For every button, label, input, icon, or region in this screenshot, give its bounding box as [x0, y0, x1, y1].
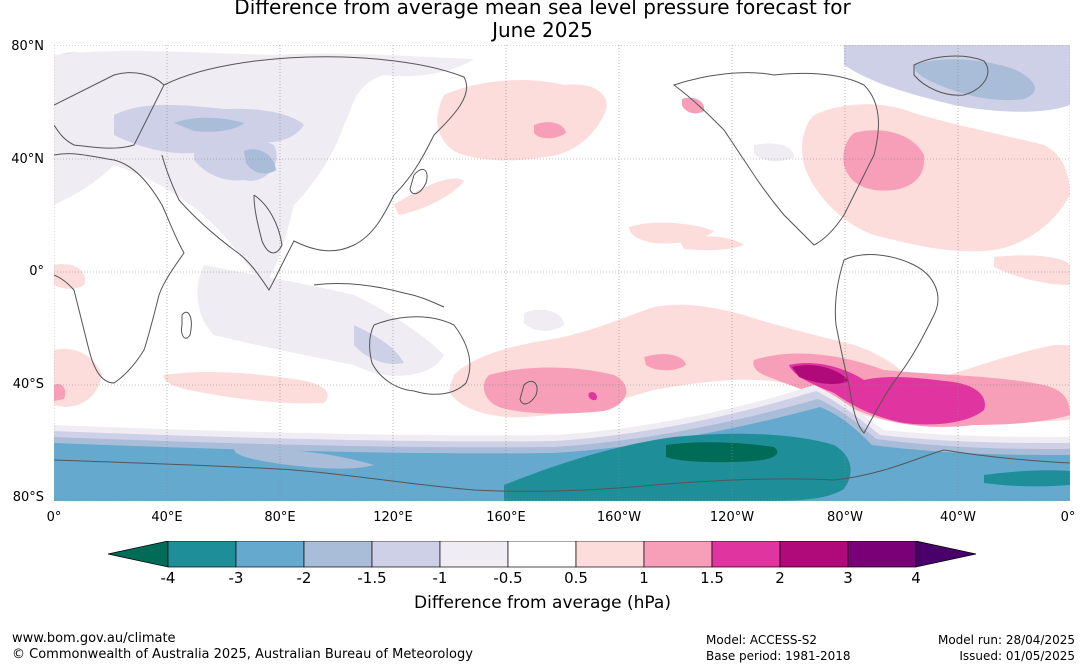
- anomaly-pos-west-africa: [54, 264, 85, 289]
- lat-label-40n: 40°N: [11, 152, 44, 167]
- colorbar-seg-neg3: [167, 541, 237, 568]
- footer-copyright: © Commonwealth of Australia 2025, Austra…: [12, 647, 473, 662]
- anomaly-pos-tropical-pacific-2: [679, 236, 744, 251]
- lat-label-80n: 80°N: [11, 39, 44, 54]
- lon-label-0-left: 0°: [46, 510, 62, 525]
- lon-label-0-right: 0°: [1060, 510, 1076, 525]
- colorbar-seg-pos3: [847, 541, 917, 568]
- footer-issued: Issued: 01/05/2025: [959, 649, 1075, 663]
- title-line-2: June 2025: [492, 18, 593, 42]
- lat-label-80s: 80°S: [12, 490, 44, 505]
- coast-japan: [409, 168, 428, 195]
- lon-label-40e: 40°E: [151, 510, 183, 525]
- coast-europe: [54, 72, 165, 149]
- anomaly-pos1-south-africa: [54, 383, 66, 401]
- colorbar: [108, 541, 977, 568]
- lon-label-80w: 80°W: [827, 510, 863, 525]
- colorbar-tick-pos15: 1.5: [700, 569, 724, 587]
- coast-new-zealand: [519, 380, 538, 405]
- colorbar-title: Difference from average (hPa): [414, 593, 671, 613]
- anomaly-pos-japan: [394, 178, 464, 215]
- anomaly-pos2-south-america: [792, 364, 849, 384]
- anomaly-pos-alaska-small: [682, 97, 705, 114]
- footer-model-run: Model run: 28/04/2025: [937, 633, 1075, 647]
- colorbar-tick-neg2: -2: [296, 569, 312, 587]
- coast-antarctica: [54, 449, 1070, 492]
- colorbar-tick-pos3: 3: [843, 569, 853, 587]
- coast-indonesia: [313, 282, 445, 308]
- anomaly-pos15-nz-dot: [588, 392, 597, 401]
- anomaly-pos-south-indian: [54, 348, 102, 407]
- lon-label-120e: 120°E: [373, 510, 413, 525]
- footer-url[interactable]: www.bom.gov.au/climate: [12, 631, 176, 646]
- coast-north-america: [672, 72, 879, 246]
- coastlines: [54, 55, 1070, 492]
- colorbar-tick-pos2: 2: [775, 569, 785, 587]
- anomaly-neg15-asia: [174, 117, 244, 132]
- colorbar-seg-neg15: [303, 541, 373, 568]
- colorbar-tick-neg4: -4: [160, 569, 176, 587]
- lon-label-40w: 40°W: [940, 510, 976, 525]
- anomaly-neg-australia-n: [354, 325, 404, 364]
- colorbar-seg-neg05: [439, 541, 509, 568]
- colorbar-tick-neg15: -1.5: [357, 569, 387, 587]
- colorbar-tick-neg05: -0.5: [493, 569, 523, 587]
- map-svg: [54, 45, 1070, 501]
- coast-india: [253, 194, 283, 254]
- colorbar-seg-pos05: [575, 541, 645, 568]
- anomaly-pos-south-indian-2: [163, 372, 328, 404]
- anomaly-pos-north-pacific: [437, 80, 607, 161]
- coast-madagascar: [181, 311, 192, 339]
- anomaly-pos1-nz: [483, 367, 627, 414]
- colorbar-tick-pos4: 4: [911, 569, 921, 587]
- anomaly-neg15-asia-b: [244, 149, 276, 174]
- colorbar-neg4-arrow: [108, 541, 169, 568]
- coast-asia: [161, 56, 468, 291]
- anomaly-neg-pacific-small: [524, 309, 564, 331]
- coast-south-america: [834, 254, 939, 434]
- colorbar-seg-neg2: [235, 541, 305, 568]
- anomaly-neg4-antarctic: [666, 442, 778, 463]
- anomaly-neg3-weddell: [984, 470, 1070, 487]
- anomaly-neg15-greenland: [914, 59, 1035, 101]
- coast-greenland: [913, 55, 989, 96]
- map-gridlines: [54, 45, 1070, 501]
- lat-label-0: 0°: [29, 264, 44, 279]
- title-line-1: Difference from average mean sea level p…: [234, 0, 851, 19]
- colorbar-pos4-arrow: [915, 541, 977, 568]
- anomaly-pos1-south-pacific-2: [644, 354, 686, 371]
- colorbar-tick-pos05: 0.5: [564, 569, 588, 587]
- colorbar-tick-neg3: -3: [228, 569, 244, 587]
- footer-model: Model: ACCESS-S2: [706, 633, 818, 647]
- colorbar-tick-neg1: -1: [432, 569, 448, 587]
- colorbar-seg-pos1: [643, 541, 713, 568]
- footer-base-period: Base period: 1981-2018: [706, 649, 851, 663]
- colorbar-seg-pos15: [711, 541, 781, 568]
- anomaly-neg-alaska: [754, 143, 794, 162]
- lon-label-160e: 160°E: [486, 510, 526, 525]
- lon-label-160w: 160°W: [596, 510, 642, 525]
- anomaly-pos1-north-pacific: [534, 122, 566, 139]
- colorbar-seg-pos2: [779, 541, 849, 568]
- colorbar-tick-pos1: 1: [639, 569, 649, 587]
- colorbar-seg-zero: [507, 541, 577, 568]
- lat-label-40s: 40°S: [12, 377, 44, 392]
- lon-label-80e: 80°E: [264, 510, 296, 525]
- colorbar-seg-neg1: [371, 541, 441, 568]
- anomaly-neg15-antarctic-indian: [234, 448, 374, 469]
- coast-australia: [369, 316, 471, 395]
- lon-label-120w: 120°W: [709, 510, 755, 525]
- coast-africa: [54, 153, 185, 384]
- chart-title: Difference from average mean sea level p…: [0, 0, 1085, 42]
- pressure-anomaly-map: [54, 45, 1070, 501]
- anomaly-pos-atlantic-eq: [994, 255, 1070, 285]
